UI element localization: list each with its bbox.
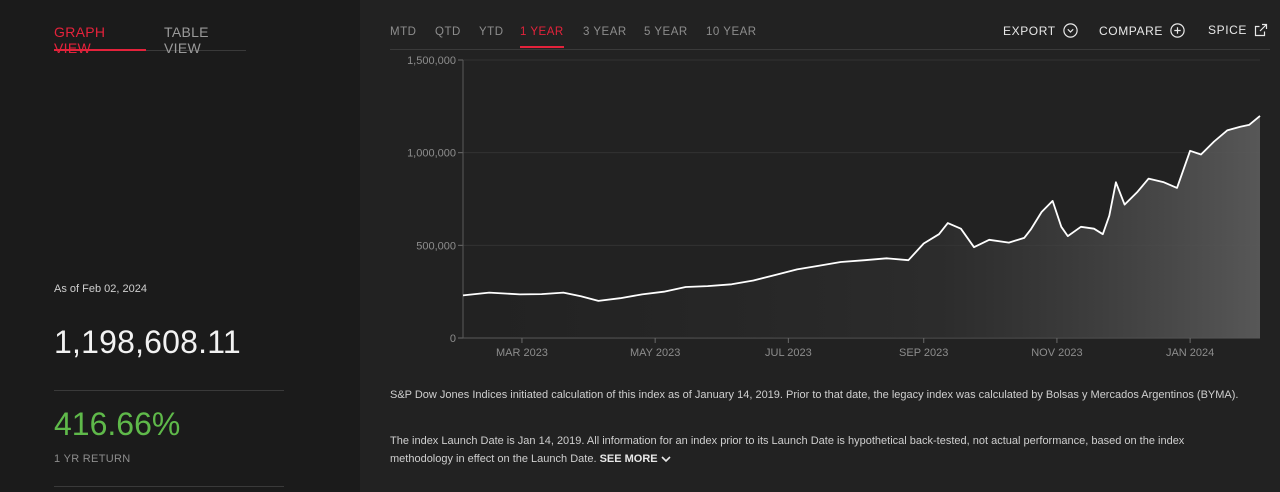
performance-chart: 0 500,000 1,000,000 1,500,000 MAR 2023 MAY 2… bbox=[407, 55, 1261, 359]
compare-button[interactable]: COMPARE bbox=[1099, 23, 1185, 38]
period-tab-3-year[interactable]: 3 YEAR bbox=[583, 26, 627, 38]
return-label: 1 YR RETURN bbox=[54, 453, 131, 465]
x-tick-label: NOV 2023 bbox=[1031, 347, 1082, 359]
y-tick-label: 1,500,000 bbox=[407, 55, 456, 67]
period-selector: MTD QTD YTD 1 YEAR 3 YEAR 5 YEAR 10 YEAR… bbox=[390, 0, 1270, 50]
disclaimer-calculation: S&P Dow Jones Indices initiated calculat… bbox=[390, 389, 1239, 401]
return-value: 416.66% bbox=[54, 406, 181, 442]
period-tab-1-year[interactable]: 1 YEAR bbox=[520, 26, 564, 48]
period-tab-ytd[interactable]: YTD bbox=[479, 26, 504, 38]
summary-panel: GRAPH VIEW TABLE VIEW As of Feb 02, 2024… bbox=[0, 0, 360, 492]
series-line bbox=[462, 115, 1261, 302]
divider bbox=[54, 390, 284, 391]
period-tab-10-year[interactable]: 10 YEAR bbox=[706, 26, 757, 38]
series-area bbox=[463, 115, 1260, 339]
view-tabs: GRAPH VIEW TABLE VIEW bbox=[54, 22, 246, 56]
x-tick-label: MAR 2023 bbox=[496, 347, 548, 359]
period-tab-mtd[interactable]: MTD bbox=[390, 26, 417, 38]
plus-circle-icon bbox=[1170, 23, 1185, 38]
as-of-date: As of Feb 02, 2024 bbox=[54, 283, 147, 295]
x-tick-label: SEP 2023 bbox=[899, 347, 948, 359]
y-tick-label: 1,000,000 bbox=[407, 148, 456, 160]
x-tick-label: JUL 2023 bbox=[765, 347, 812, 359]
external-link-icon bbox=[1254, 23, 1268, 37]
chart-panel: MTD QTD YTD 1 YEAR 3 YEAR 5 YEAR 10 YEAR… bbox=[360, 0, 1280, 492]
see-more-link[interactable]: SEE MORE bbox=[600, 453, 671, 465]
y-tick-label: 500,000 bbox=[416, 240, 456, 252]
export-label: EXPORT bbox=[1003, 23, 1056, 38]
disclaimer-launch-text: The index Launch Date is Jan 14, 2019. A… bbox=[390, 435, 1185, 465]
y-tick-label: 0 bbox=[450, 333, 456, 345]
x-tick-label: MAY 2023 bbox=[630, 347, 680, 359]
spice-link[interactable]: SPICE bbox=[1208, 23, 1268, 37]
export-button[interactable]: EXPORT bbox=[1003, 23, 1078, 38]
spice-label: SPICE bbox=[1208, 23, 1248, 37]
x-tick-label: JAN 2024 bbox=[1166, 347, 1214, 359]
tab-table-view[interactable]: TABLE VIEW bbox=[164, 24, 209, 56]
see-more-label: SEE MORE bbox=[599, 453, 658, 465]
divider bbox=[54, 486, 284, 487]
period-tab-qtd[interactable]: QTD bbox=[435, 26, 461, 38]
index-level: 1,198,608.11 bbox=[54, 324, 241, 360]
compare-label: COMPARE bbox=[1099, 23, 1163, 38]
chevron-down-icon bbox=[661, 456, 671, 463]
disclaimer-launch-date: The index Launch Date is Jan 14, 2019. A… bbox=[390, 432, 1250, 468]
period-tab-5-year[interactable]: 5 YEAR bbox=[644, 26, 688, 38]
chevron-down-circle-icon bbox=[1063, 23, 1078, 38]
tab-graph-view[interactable]: GRAPH VIEW bbox=[54, 24, 146, 56]
